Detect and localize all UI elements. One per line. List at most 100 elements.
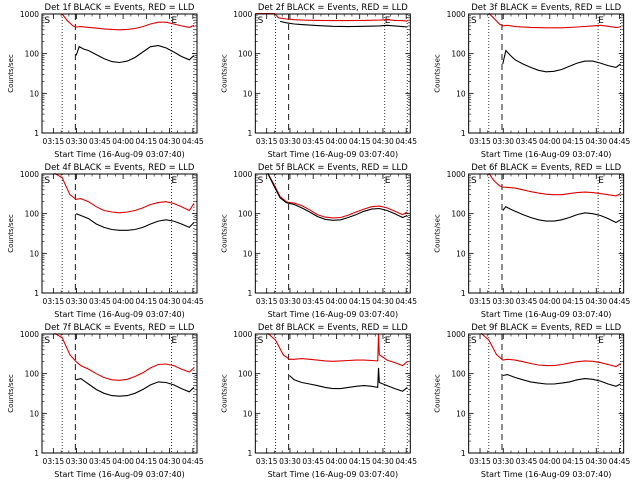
x-tick-label: 04:00 [112, 457, 134, 466]
x-tick-label: 04:00 [326, 137, 348, 146]
events-series-line [289, 367, 408, 392]
y-tick-label: 1000 [447, 170, 466, 179]
plot-frame [468, 13, 625, 134]
x-tick-label: 03:15 [256, 137, 278, 146]
x-tick-label: 03:15 [43, 297, 65, 306]
events-series-line [267, 173, 408, 221]
y-axis-label: Counts/sec [7, 214, 15, 253]
y-axis-label: Counts/sec [434, 54, 442, 93]
y-tick-label: 100 [451, 370, 466, 379]
x-tick-label: 03:15 [43, 457, 65, 466]
y-tick-label: 10 [243, 409, 253, 418]
panel-det-1f: Det 1f BLACK = Events, RED = LLD Counts/s… [7, 3, 204, 159]
plot-frame [468, 173, 625, 294]
panel-det-6f: Det 6f BLACK = Events, RED = LLD Counts/s… [434, 163, 631, 319]
x-tick-label: 04:45 [609, 137, 631, 146]
y-tick-label: 100 [238, 210, 253, 219]
y-tick-label: 10 [456, 409, 466, 418]
x-tick-label: 03:30 [279, 137, 301, 146]
y-tick-label: 10 [456, 249, 466, 258]
x-tick-label: 03:30 [66, 297, 88, 306]
x-tick-label: 03:45 [89, 137, 111, 146]
x-tick-label: 04:15 [562, 457, 584, 466]
y-tick-label: 1 [461, 289, 466, 298]
x-tick-label: 03:45 [302, 137, 324, 146]
x-tick-label: 04:45 [609, 457, 631, 466]
panel-det-7f: Det 7f BLACK = Events, RED = LLD Counts/s… [7, 323, 204, 479]
y-tick-label: 1 [248, 289, 253, 298]
x-tick-label: 04:15 [562, 137, 584, 146]
x-tick-label: 04:30 [159, 297, 181, 306]
x-tick-label: 03:45 [516, 297, 538, 306]
y-tick-label: 10 [243, 249, 253, 258]
x-tick-label: 04:30 [372, 457, 394, 466]
panel-title: Det 1f BLACK = Events, RED = LLD [45, 3, 195, 13]
events-series-line [75, 378, 195, 397]
x-tick-label: 04:30 [159, 457, 181, 466]
y-tick-label: 10 [243, 89, 253, 98]
x-axis-label: Start Time (16-Aug-09 03:07:40) [268, 310, 399, 319]
plot-frame [254, 333, 411, 454]
panel-title: Det 5f BLACK = Events, RED = LLD [258, 163, 408, 173]
y-tick-label: 1 [461, 449, 466, 458]
x-axis-label: Start Time (16-Aug-09 03:07:40) [268, 470, 399, 479]
marker-s: S [471, 336, 477, 346]
y-tick-label: 1 [461, 129, 466, 138]
lld-series-line [480, 333, 621, 368]
x-axis-label: Start Time (16-Aug-09 03:07:40) [481, 150, 612, 159]
x-tick-label: 04:00 [539, 457, 561, 466]
y-tick-label: 1 [248, 129, 253, 138]
x-tick-label: 04:15 [136, 297, 158, 306]
y-tick-label: 1 [34, 129, 39, 138]
x-tick-label: 03:30 [492, 137, 514, 146]
x-tick-label: 03:15 [469, 137, 491, 146]
x-tick-label: 03:30 [66, 137, 88, 146]
x-tick-label: 04:00 [326, 297, 348, 306]
marker-s: S [258, 16, 264, 26]
x-axis-label: Start Time (16-Aug-09 03:07:40) [481, 310, 612, 319]
y-tick-label: 100 [238, 370, 253, 379]
y-tick-label: 1 [248, 449, 253, 458]
y-tick-label: 1000 [233, 330, 252, 339]
x-tick-label: 03:45 [516, 457, 538, 466]
x-tick-label: 03:45 [89, 297, 111, 306]
lld-series-line [54, 333, 195, 381]
panel-det-3f: Det 3f BLACK = Events, RED = LLD Counts/s… [434, 3, 631, 159]
y-tick-label: 1000 [447, 330, 466, 339]
y-tick-label: 1000 [20, 170, 39, 179]
panel-det-4f: Det 4f BLACK = Events, RED = LLD Counts/s… [7, 163, 204, 319]
y-tick-label: 10 [29, 409, 39, 418]
x-tick-label: 04:15 [349, 137, 371, 146]
x-tick-label: 03:15 [43, 137, 65, 146]
y-axis-label: Counts/sec [434, 214, 442, 253]
marker-e: E [171, 336, 177, 346]
x-tick-label: 03:30 [66, 457, 88, 466]
x-tick-label: 04:30 [372, 297, 394, 306]
panel-title: Det 7f BLACK = Events, RED = LLD [45, 323, 195, 333]
lld-series-line [61, 13, 195, 31]
lld-series-line [488, 13, 621, 29]
panel-det-8f: Det 8f BLACK = Events, RED = LLD Counts/s… [220, 323, 417, 479]
panel-title: Det 2f BLACK = Events, RED = LLD [258, 3, 408, 13]
y-tick-label: 1000 [447, 10, 466, 19]
y-tick-label: 10 [29, 89, 39, 98]
y-axis-label: Counts/sec [7, 54, 15, 93]
marker-e: E [598, 176, 604, 186]
x-tick-label: 03:45 [516, 137, 538, 146]
x-axis-label: Start Time (16-Aug-09 03:07:40) [54, 150, 185, 159]
x-tick-label: 04:30 [585, 297, 607, 306]
x-tick-label: 04:15 [349, 457, 371, 466]
marker-s: S [44, 176, 50, 186]
y-tick-label: 100 [451, 210, 466, 219]
x-tick-label: 03:45 [302, 297, 324, 306]
panel-det-9f: Det 9f BLACK = Events, RED = LLD Counts/s… [434, 323, 631, 479]
y-axis-label: Counts/sec [220, 214, 228, 253]
x-tick-label: 04:45 [182, 297, 204, 306]
y-tick-label: 1000 [20, 10, 39, 19]
plot-frame [41, 333, 198, 454]
panel-title: Det 3f BLACK = Events, RED = LLD [471, 3, 621, 13]
marker-s: S [471, 176, 477, 186]
events-series-line [502, 49, 621, 73]
marker-s: S [44, 16, 50, 26]
